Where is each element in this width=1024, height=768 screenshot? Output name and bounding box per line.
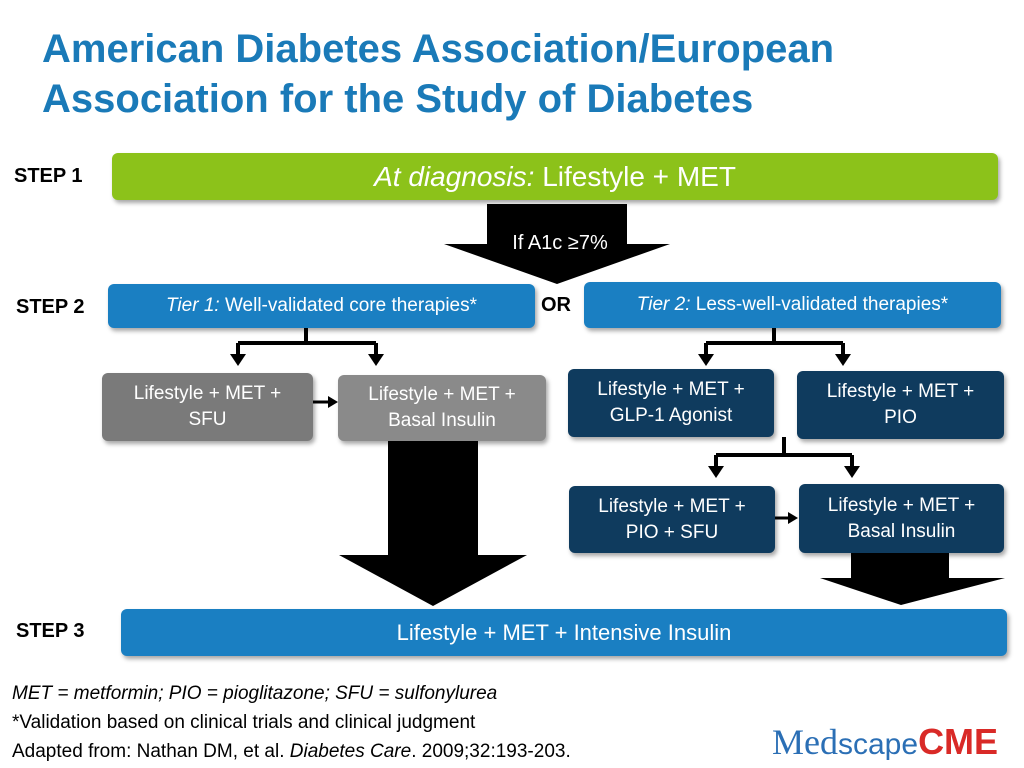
option-line-1: Lifestyle + MET + bbox=[826, 381, 975, 403]
tier-2-text: Less-well-validated therapies* bbox=[695, 294, 949, 315]
option-line-1: Lifestyle + MET + bbox=[597, 379, 745, 401]
sfu-to-basal-arrowhead bbox=[328, 396, 338, 408]
step-3-text: Lifestyle + MET + Intensive Insulin bbox=[396, 619, 732, 645]
source-prefix: Adapted from: Nathan DM, et al. bbox=[12, 741, 290, 762]
option-line-2: Basal Insulin bbox=[847, 520, 956, 542]
option-line-2: PIO + SFU bbox=[625, 521, 719, 543]
tier2-branch-connector bbox=[704, 328, 845, 356]
option-line-2: GLP-1 Agonist bbox=[609, 405, 733, 426]
medscape-cme-logo: MedscapeCME bbox=[772, 722, 998, 765]
step-1-text: Lifestyle + MET bbox=[542, 160, 736, 192]
tier-1-option-basal-insulin: Lifestyle + MET + Basal Insulin bbox=[338, 375, 546, 441]
validation-note: *Validation based on clinical trials and… bbox=[12, 712, 476, 733]
abbreviation-note: MET = metformin; PIO = pioglitazone; SFU… bbox=[12, 683, 498, 704]
tier1-right-arrowhead bbox=[368, 354, 384, 366]
tier1-branch-connector bbox=[236, 328, 378, 356]
tier-1-text: Well-validated core therapies* bbox=[224, 295, 478, 316]
logo-part-1: Med bbox=[772, 722, 838, 762]
step-1-italic: At diagnosis: bbox=[374, 160, 535, 192]
option-line-1: Lifestyle + MET + bbox=[827, 494, 976, 516]
tier-1-italic: Tier 1: bbox=[165, 295, 220, 316]
option-line-1: Lifestyle + MET + bbox=[598, 495, 746, 517]
option-line-1: Lifestyle + MET + bbox=[368, 384, 516, 406]
step-3-label: STEP 3 bbox=[16, 620, 85, 642]
title-line-2: Association for the Study of Diabetes bbox=[42, 77, 754, 121]
option-line-1: Lifestyle + MET + bbox=[133, 383, 282, 405]
logo-part-3: CME bbox=[918, 721, 999, 762]
option-line-2: Basal Insulin bbox=[388, 410, 496, 431]
tier-2-option-basal-insulin: Lifestyle + MET + Basal Insulin bbox=[799, 484, 1004, 553]
tier-2-option-pio: Lifestyle + MET + PIO bbox=[797, 371, 1004, 439]
tier2-sub-left-arrowhead bbox=[708, 466, 724, 478]
footnotes: MET = metformin; PIO = pioglitazone; SFU… bbox=[12, 679, 571, 766]
tier-2-box: Tier 2: Less-well-validated therapies* bbox=[584, 282, 1001, 328]
step-2-label: STEP 2 bbox=[16, 296, 85, 318]
tier1-left-arrowhead bbox=[230, 354, 246, 366]
source-note: Adapted from: Nathan DM, et al. Diabetes… bbox=[12, 737, 571, 766]
tier-1-box: Tier 1: Well-validated core therapies* bbox=[108, 284, 535, 328]
tier-2-italic: Tier 2: bbox=[636, 294, 691, 315]
logo-part-2: scape bbox=[838, 728, 919, 761]
source-suffix: . 2009;32:193-203. bbox=[411, 741, 571, 762]
tier-2-option-pio-sfu: Lifestyle + MET + PIO + SFU bbox=[569, 486, 775, 553]
option-line-2: SFU bbox=[188, 409, 227, 430]
slide-title: American Diabetes Association/European A… bbox=[42, 24, 1002, 124]
or-label: OR bbox=[541, 294, 571, 316]
option-line-2: PIO bbox=[884, 407, 917, 428]
tier2-sub-branch-connector bbox=[714, 437, 854, 468]
tier2-right-arrowhead bbox=[835, 354, 851, 366]
tier2-sub-right-arrowhead bbox=[844, 466, 860, 478]
a1c-arrow bbox=[444, 204, 670, 284]
pio-sfu-to-basal-arrowhead bbox=[788, 512, 798, 524]
step-1-label: STEP 1 bbox=[14, 165, 83, 187]
tier2-to-step3-arrow bbox=[820, 553, 1005, 605]
a1c-label: If A1c ≥7% bbox=[512, 232, 608, 254]
title-line-1: American Diabetes Association/European bbox=[42, 27, 835, 71]
tier1-to-step3-arrow bbox=[339, 441, 527, 606]
tier-1-option-sfu: Lifestyle + MET + SFU bbox=[102, 373, 313, 441]
source-journal: Diabetes Care bbox=[289, 741, 412, 762]
tier2-left-arrowhead bbox=[698, 354, 714, 366]
step-3-box: Lifestyle + MET + Intensive Insulin bbox=[121, 609, 1007, 656]
tier-2-option-glp1: Lifestyle + MET + GLP-1 Agonist bbox=[568, 369, 774, 437]
step-1-box: At diagnosis: Lifestyle + MET bbox=[112, 153, 998, 200]
